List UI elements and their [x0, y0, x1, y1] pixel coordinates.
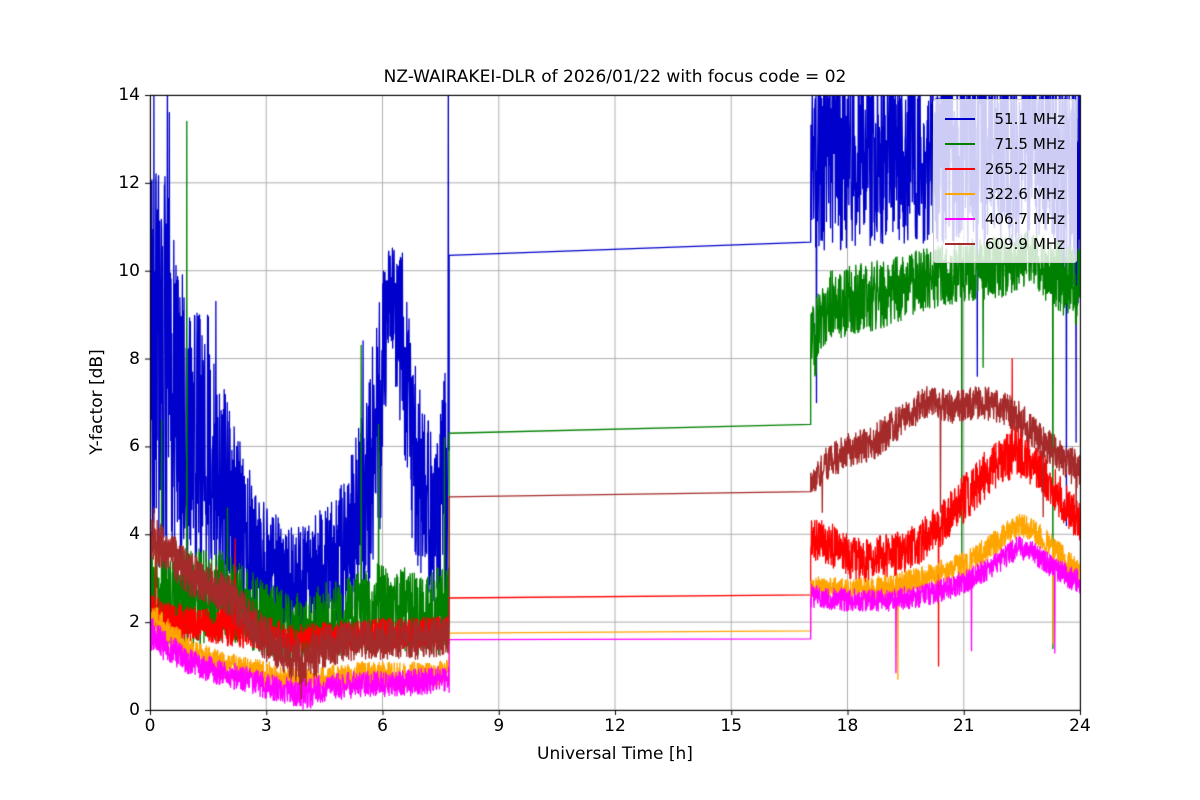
y-tick-label: 2 — [129, 612, 140, 633]
legend-label: 406.7 MHz — [984, 209, 1065, 228]
y-tick-label: 0 — [129, 700, 140, 720]
legend-entry: 322.6 MHz — [944, 182, 1065, 205]
legend-label: 609.9 MHz — [984, 234, 1065, 253]
legend-line-sample — [944, 192, 975, 195]
legend-label: 51.1 MHz — [994, 109, 1065, 128]
y-tick-label: 14 — [118, 85, 140, 105]
x-tick-label: 12 — [604, 716, 626, 736]
legend-line-sample — [944, 217, 975, 220]
legend-entry: 265.2 MHz — [944, 157, 1065, 180]
x-tick-label: 3 — [260, 716, 272, 736]
x-tick-label: 6 — [377, 716, 388, 736]
legend-line-sample — [944, 167, 975, 170]
legend-label: 265.2 MHz — [984, 159, 1065, 178]
x-tick-label: 0 — [144, 716, 156, 736]
y-tick-label: 8 — [129, 348, 140, 369]
y-tick-label: 6 — [129, 436, 140, 457]
legend-label: 322.6 MHz — [984, 184, 1065, 203]
legend-entry: 71.5 MHz — [944, 132, 1065, 155]
legend-label: 71.5 MHz — [994, 134, 1065, 153]
legend-entry: 51.1 MHz — [944, 107, 1065, 130]
y-tick-label: 10 — [118, 260, 140, 281]
y-tick-label: 12 — [118, 172, 140, 193]
x-tick-label: 9 — [493, 716, 505, 736]
x-axis-label: Universal Time [h] — [537, 744, 693, 764]
legend-line-sample — [944, 117, 975, 120]
legend-entry: 406.7 MHz — [944, 207, 1065, 230]
legend: 51.1 MHz 71.5 MHz 265.2 MHz 322.6 MHz 406.7 MHz 60… — [932, 99, 1077, 263]
x-tick-label: 18 — [836, 716, 859, 736]
x-tick-label: 24 — [1069, 716, 1091, 736]
x-tick-label: 21 — [952, 716, 975, 736]
y-tick-label: 4 — [129, 524, 140, 545]
legend-line-sample — [944, 142, 975, 145]
x-tick-label: 15 — [720, 716, 743, 736]
legend-line-sample — [944, 242, 975, 245]
legend-entry: 609.9 MHz — [944, 232, 1065, 255]
chart-title: NZ-WAIRAKEI-DLR of 2026/01/22 with focus… — [383, 67, 847, 87]
